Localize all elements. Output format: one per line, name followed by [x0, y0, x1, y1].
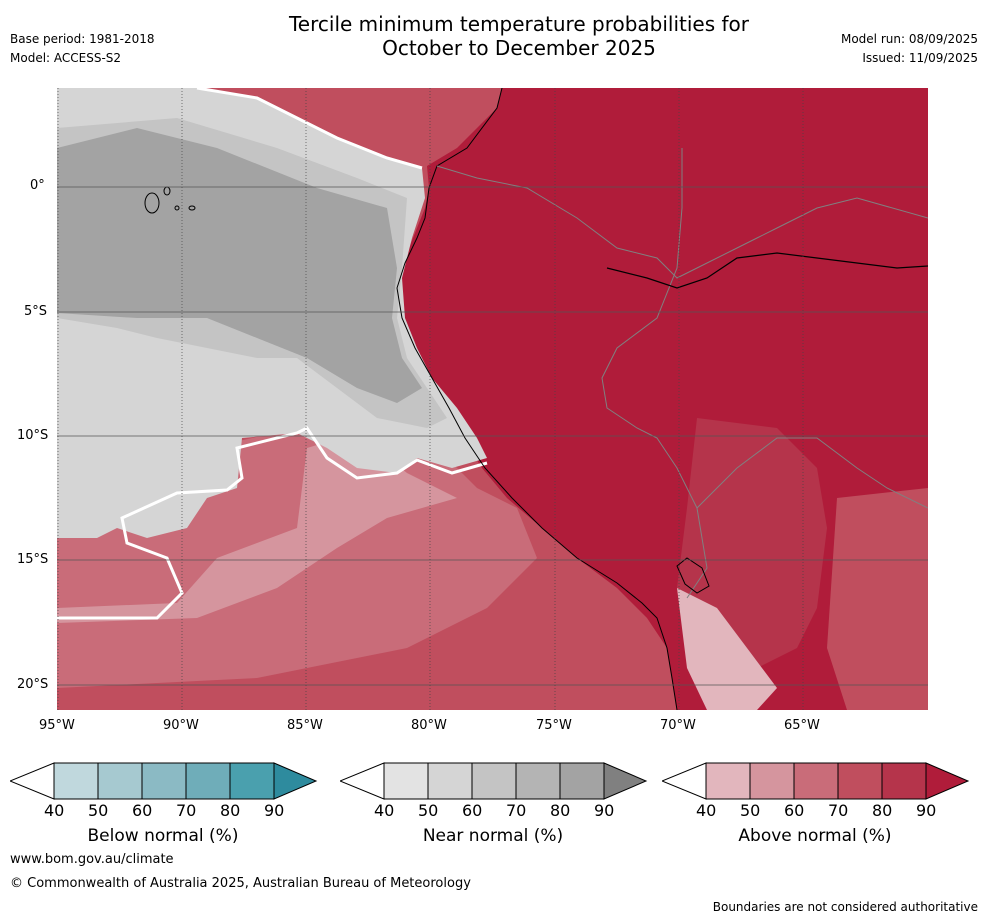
above-50-band: [57, 433, 457, 623]
colorbar-tick: 40: [44, 801, 65, 820]
colorbar-tick: 50: [418, 801, 439, 820]
galapagos-islands: [144, 186, 196, 214]
colorbar-tick: 70: [506, 801, 527, 820]
lat-tick: 20°S: [17, 677, 49, 692]
colorbar-tick: 70: [828, 801, 849, 820]
colorbar-tick: 50: [740, 801, 761, 820]
lon-tick: 65°W: [784, 718, 820, 733]
colorbar-near-normal: [340, 762, 648, 800]
country-border: [696, 437, 928, 509]
model-run-date: Model run: 08/09/2025: [840, 32, 978, 46]
lat-tick: 0°: [30, 178, 45, 193]
land-70-region: [827, 488, 928, 710]
title-line-1: Tercile minimum temperature probabilitie…: [288, 12, 750, 36]
lat-tick: 10°S: [17, 428, 49, 443]
country-border: [436, 165, 928, 279]
colorbar-tick: 60: [462, 801, 483, 820]
model-name: Model: ACCESS-S2: [10, 51, 122, 65]
lon-tick: 70°W: [660, 718, 696, 733]
lat-tick: 15°S: [17, 552, 49, 567]
issued-date: Issued: 11/09/2025: [862, 51, 978, 65]
colorbar-tick: 90: [594, 801, 615, 820]
base-period: Base period: 1981-2018: [10, 32, 155, 46]
altiplano-light: [677, 588, 777, 710]
lon-tick: 95°W: [39, 718, 75, 733]
colorbar-tick: 80: [550, 801, 571, 820]
lat-tick: 5°S: [24, 304, 48, 319]
colorbar-tick: 90: [916, 801, 937, 820]
contour-line: [57, 426, 488, 620]
disclaimer: Boundaries are not considered authoritat…: [712, 900, 978, 914]
colorbar-tick: 70: [176, 801, 197, 820]
colorbar-tick: 40: [374, 801, 395, 820]
colorbar-label-near: Near normal (%): [422, 826, 564, 846]
near-80-region: [57, 128, 422, 403]
copyright: © Commonwealth of Australia 2025, Austra…: [10, 876, 471, 891]
river: [606, 252, 928, 289]
contour-line: [196, 88, 423, 170]
colorbar-tick: 40: [696, 801, 717, 820]
land-80-region: [677, 418, 827, 668]
lon-tick: 85°W: [287, 718, 323, 733]
graticule: [57, 186, 928, 686]
lon-tick: 75°W: [536, 718, 572, 733]
colorbar-tick: 60: [132, 801, 153, 820]
colorbar-tick: 80: [872, 801, 893, 820]
colorbar-tick: 80: [220, 801, 241, 820]
colorbar-above-normal: [662, 762, 970, 800]
title-line-2: October to December 2025: [382, 36, 656, 60]
colorbar-tick: 90: [264, 801, 285, 820]
website-link[interactable]: www.bom.gov.au/climate: [10, 852, 174, 867]
colorbar-label-below: Below normal (%): [87, 826, 239, 846]
colorbar-label-above: Above normal (%): [738, 826, 892, 846]
lake-titicaca: [676, 557, 710, 594]
colorbar-tick: 60: [784, 801, 805, 820]
lon-tick: 90°W: [163, 718, 199, 733]
map-title: Tercile minimum temperature probabilitie…: [0, 12, 988, 60]
lon-tick: 80°W: [411, 718, 447, 733]
colorbar-tick: 50: [88, 801, 109, 820]
probability-map: [57, 88, 928, 710]
colorbar-below-normal: [10, 762, 318, 800]
